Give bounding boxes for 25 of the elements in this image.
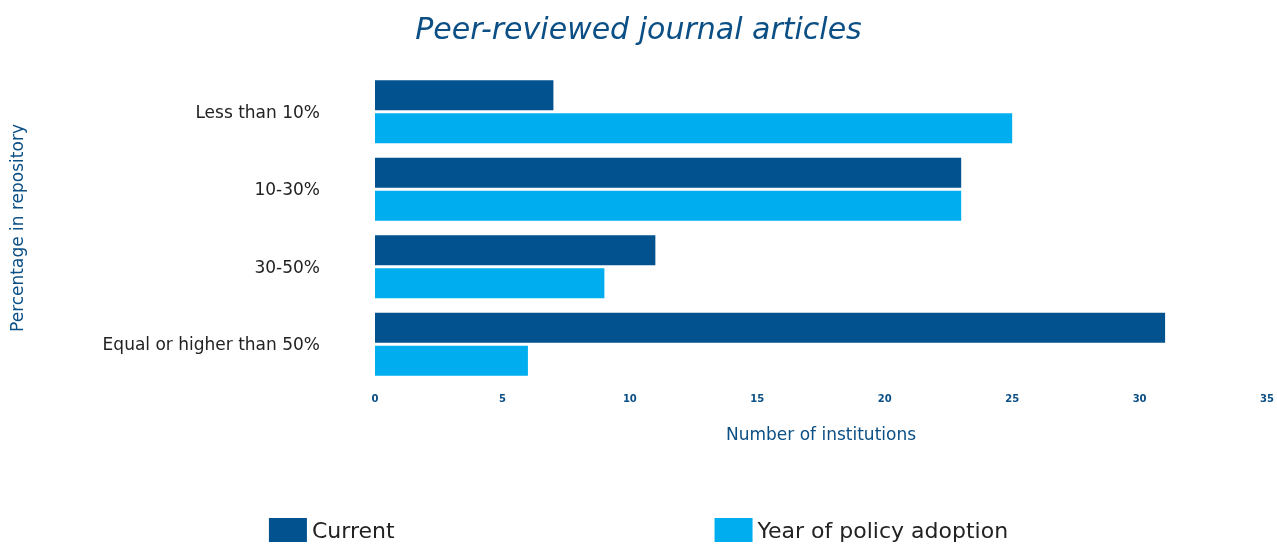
x-tick-label: 20 (877, 392, 892, 404)
x-tick-label: 35 (1260, 392, 1275, 404)
x-axis-title: Number of institutions (725, 423, 917, 444)
bar (375, 157, 962, 188)
legend-label: Current (311, 517, 395, 543)
y-tick-label: 10-30% (254, 179, 320, 200)
bar (375, 113, 1013, 144)
bar (375, 80, 554, 111)
y-axis-title: Percentage in repository (6, 124, 27, 332)
bar (375, 345, 528, 376)
x-tick-label: 30 (1132, 392, 1147, 404)
bar (375, 190, 962, 221)
y-tick-label: 30-50% (254, 256, 320, 277)
x-tick-label: 15 (750, 392, 765, 404)
legend-label: Year of policy adoption (756, 517, 1009, 543)
x-tick-label: 10 (622, 392, 637, 404)
y-tick-label: Less than 10% (195, 101, 320, 122)
x-tick-label: 0 (371, 392, 379, 404)
y-tick-label: Equal or higher than 50% (102, 334, 320, 355)
bar (375, 235, 656, 266)
bar (375, 312, 1166, 343)
bar (375, 268, 605, 299)
x-tick-label: 5 (498, 392, 506, 404)
chart-title: Peer-reviewed journal articles (415, 10, 862, 46)
x-tick-label: 25 (1005, 392, 1020, 404)
